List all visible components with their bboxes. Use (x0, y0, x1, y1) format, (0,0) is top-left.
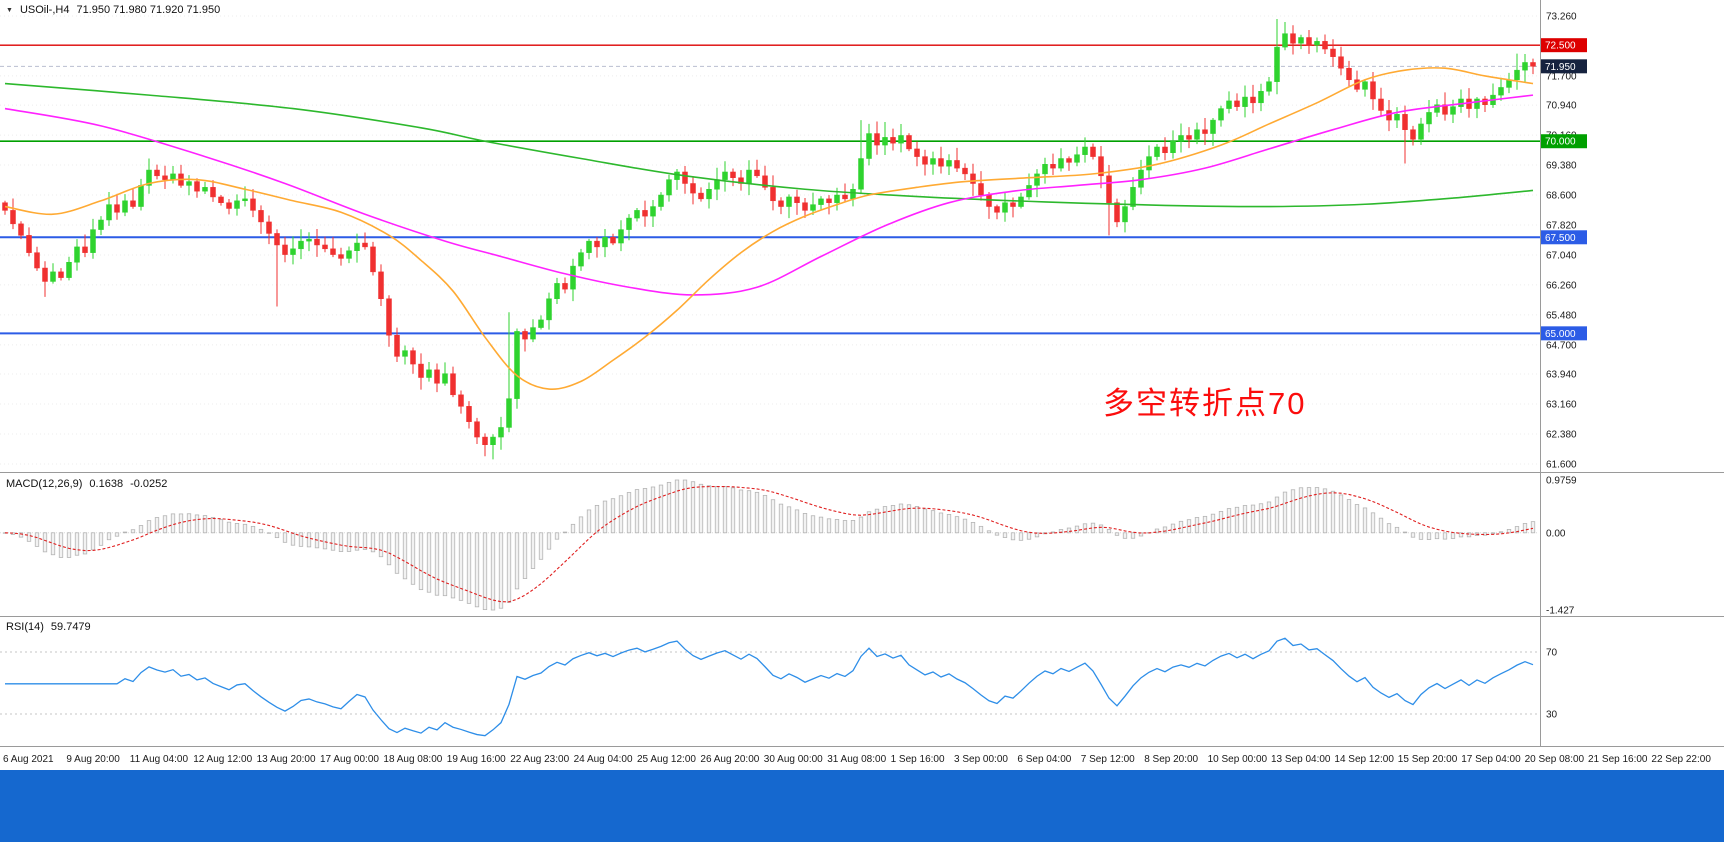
time-axis-label: 13 Sep 04:00 (1271, 754, 1331, 765)
time-axis-label: 22 Sep 22:00 (1651, 754, 1711, 765)
time-axis-label: 7 Sep 12:00 (1081, 754, 1135, 765)
price-axis-label: 63.160 (1546, 400, 1577, 411)
ma-magenta (4, 94, 1534, 296)
price-badge-text: 67.500 (1545, 233, 1576, 244)
rsi-panel (0, 637, 1540, 737)
time-axis-label: 10 Sep 00:00 (1208, 754, 1268, 765)
price-badge-text: 65.000 (1545, 329, 1576, 340)
grid-lines (0, 15, 1540, 465)
price-axis-label: 61.600 (1546, 459, 1577, 470)
price-axis-label: 69.380 (1546, 161, 1577, 172)
rsi-axis-label: 30 (1546, 710, 1558, 721)
price-axis-label: 65.480 (1546, 310, 1577, 321)
time-axis-label: 6 Sep 04:00 (1017, 754, 1071, 765)
time-axis-label: 18 Aug 08:00 (383, 754, 442, 765)
time-axis-label: 19 Aug 16:00 (447, 754, 506, 765)
time-axis-label: 3 Sep 00:00 (954, 754, 1008, 765)
price-badge (1541, 326, 1587, 341)
price-badge (1541, 38, 1587, 53)
time-axis-label: 1 Sep 16:00 (891, 754, 945, 765)
time-axis-label: 25 Aug 12:00 (637, 754, 696, 765)
macd-panel (0, 479, 1540, 611)
time-axis-label: 12 Aug 12:00 (193, 754, 252, 765)
price-badge (1541, 230, 1587, 245)
price-axis-label: 67.040 (1546, 250, 1577, 261)
chart-canvas[interactable]: 73.26071.70070.94070.16069.38068.60067.8… (0, 0, 1724, 770)
rsi-name: RSI(14) (6, 621, 44, 633)
ma-orange (4, 67, 1534, 390)
price-axis-label: 73.260 (1546, 11, 1577, 22)
rsi-axis-label: 70 (1546, 648, 1558, 659)
macd-main-value: 0.1638 (89, 478, 124, 490)
macd-indicator-label: MACD(12,26,9) 0.1638 -0.0252 (6, 478, 167, 490)
macd-signal-value: -0.0252 (130, 478, 168, 490)
time-axis-label: 11 Aug 04:00 (130, 754, 189, 765)
level-lines (0, 44, 1540, 335)
time-axis-label: 17 Sep 04:00 (1461, 754, 1521, 765)
price-badge (1541, 134, 1587, 149)
time-axis-label: 21 Sep 16:00 (1588, 754, 1648, 765)
macd-axis-label: 0.9759 (1546, 476, 1577, 487)
time-axis-label: 30 Aug 00:00 (764, 754, 823, 765)
price-axis-label: 71.700 (1546, 71, 1577, 82)
price-badge-text: 71.950 (1545, 62, 1576, 73)
price-axis[interactable]: 73.26071.70070.94070.16069.38068.60067.8… (1541, 11, 1587, 721)
chart-symbol-period: USOil-,H4 (19, 4, 70, 16)
time-axis-label: 26 Aug 20:00 (700, 754, 759, 765)
price-badge-text: 70.000 (1545, 137, 1576, 148)
chart-annotation: 多空转折点70 (1103, 386, 1307, 421)
macd-axis-label: -1.427 (1546, 606, 1575, 617)
moving-average-lines (4, 67, 1534, 390)
ma-long-green (4, 82, 1534, 208)
chart-window[interactable]: 73.26071.70070.94070.16069.38068.60067.8… (0, 0, 1724, 770)
time-axis-label: 15 Sep 20:00 (1398, 754, 1458, 765)
price-axis-label: 66.260 (1546, 280, 1577, 291)
macd-name: MACD(12,26,9) (6, 478, 83, 490)
symbol-marker-icon: ▼ (6, 6, 13, 14)
chart-title: ▼ USOil-,H4 71.950 71.980 71.920 71.950 (6, 4, 220, 16)
time-axis-label: 14 Sep 12:00 (1334, 754, 1394, 765)
time-axis-label: 31 Aug 08:00 (827, 754, 886, 765)
price-axis-label: 67.820 (1546, 220, 1577, 231)
candles (2, 19, 1536, 460)
time-axis-label: 8 Sep 20:00 (1144, 754, 1198, 765)
rsi-value: 59.7479 (50, 621, 91, 633)
time-axis-label: 22 Aug 23:00 (510, 754, 569, 765)
time-axis-label: 24 Aug 04:00 (574, 754, 633, 765)
time-axis[interactable]: 6 Aug 2021 9 Aug 20:00 11 Aug 04:00 12 Aug … (3, 754, 1711, 765)
price-axis-label: 62.380 (1546, 429, 1577, 440)
rsi-indicator-label: RSI(14) 59.7479 (6, 621, 91, 633)
time-axis-label: 17 Aug 00:00 (320, 754, 379, 765)
macd-axis-label: 0.00 (1546, 528, 1566, 539)
panel-separators (0, 0, 1724, 747)
price-axis-label: 63.940 (1546, 370, 1577, 381)
price-badge-text: 72.500 (1545, 41, 1576, 52)
price-badge (1541, 59, 1587, 74)
price-axis-label: 70.940 (1546, 101, 1577, 112)
price-axis-label: 64.700 (1546, 340, 1577, 351)
time-axis-label: 6 Aug 2021 (3, 754, 54, 765)
footer-bar (0, 770, 1724, 842)
macd-signal-line (4, 486, 1534, 603)
price-axis-label: 68.600 (1546, 191, 1577, 202)
chart-ohlc-values: 71.950 71.980 71.920 71.950 (76, 4, 221, 16)
rsi-line (5, 637, 1534, 737)
time-axis-label: 13 Aug 20:00 (257, 754, 316, 765)
time-axis-label: 20 Sep 08:00 (1525, 754, 1585, 765)
time-axis-label: 9 Aug 20:00 (66, 754, 120, 765)
